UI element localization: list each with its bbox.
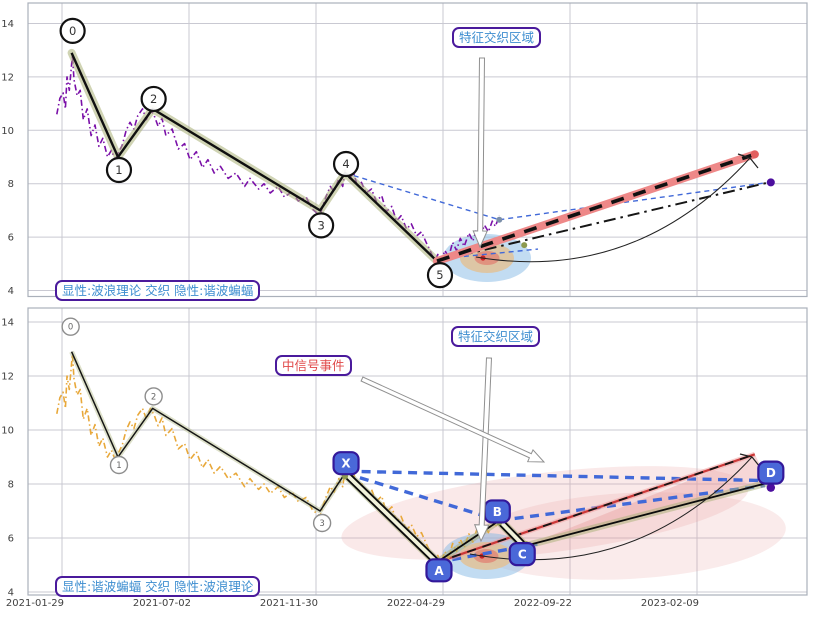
harmonic-rail-core xyxy=(497,518,527,548)
wave-point-circle xyxy=(332,150,360,178)
signal-event-label: 中信号事件 xyxy=(275,355,352,376)
hidden-wave-circle xyxy=(312,513,332,533)
region-arrow-bottom xyxy=(473,357,493,543)
harmonic-point-letter: B xyxy=(493,505,502,519)
y-tick-label: 8 xyxy=(8,480,14,491)
harmonic-cd-line xyxy=(523,481,770,547)
y-tick-label: 6 xyxy=(8,534,14,545)
harmonic-point-letter: A xyxy=(434,564,444,578)
hidden-c-dot xyxy=(521,242,528,249)
harmonic-point-letter: C xyxy=(518,548,527,562)
hidden-prediction-end-dot xyxy=(766,178,775,187)
hidden-wave-label: 0 xyxy=(68,323,73,333)
hidden-wave-line xyxy=(70,351,346,512)
hidden-wave-circle xyxy=(109,455,129,475)
harmonic-point-box xyxy=(508,541,536,567)
panel-border xyxy=(27,2,808,298)
harmonic-point-box xyxy=(332,451,360,476)
y-tick-label: 4 xyxy=(8,286,14,297)
xb-dashed xyxy=(344,471,500,523)
arc-arrowhead xyxy=(749,157,759,169)
wave-prediction-end-dot xyxy=(750,150,759,159)
y-tick-label: 4 xyxy=(8,588,14,599)
arc-arrowhead xyxy=(737,153,751,159)
wave-point-label: 5 xyxy=(436,268,443,282)
wave-glow xyxy=(67,48,441,266)
wave-point-label: 0 xyxy=(69,24,76,38)
wave-point-label: 2 xyxy=(150,92,157,106)
price-line-top xyxy=(56,54,501,264)
feature-zone-ring xyxy=(474,251,500,265)
feature-zone-label-bottom: 特征交织区域 xyxy=(451,326,541,347)
y-tick-label: 10 xyxy=(1,126,14,137)
y-tick-label: 12 xyxy=(1,372,14,383)
annotation-arc-top xyxy=(475,157,751,263)
x-tick-label: 2021-01-29 xyxy=(6,598,64,609)
hidden-bd-dashed xyxy=(499,181,769,221)
harmonic-d-dot xyxy=(766,483,776,492)
hidden-prediction-dashdot xyxy=(436,181,770,263)
y-tick-label: 14 xyxy=(1,318,14,329)
harmonic-point-letter: D xyxy=(766,466,776,480)
legend-badge-top: 显性:波浪理论 交织 隐性:谐波蝙蝠 xyxy=(55,280,261,301)
feature-zone-label-top: 特征交织区域 xyxy=(452,27,542,48)
x-tick-label: 2022-09-22 xyxy=(514,598,572,609)
feature-zone-ring xyxy=(473,549,499,563)
harmonic-point-letter: X xyxy=(341,457,351,471)
wave-point-label: 1 xyxy=(115,163,122,177)
hidden-ac-dashed xyxy=(436,248,539,260)
x-tick-label: 2022-04-29 xyxy=(387,598,445,609)
x-tick-label: 2021-07-02 xyxy=(133,598,191,609)
wave-point-circle xyxy=(140,85,167,113)
wave-point-circle xyxy=(426,262,454,289)
harmonic-rail-core xyxy=(343,471,439,565)
arc-arrowhead xyxy=(739,453,753,458)
wave-point-label: 4 xyxy=(342,157,349,171)
y-tick-label: 14 xyxy=(1,19,14,30)
panel-border xyxy=(27,307,808,596)
harmonic-point-box xyxy=(757,460,785,485)
wave-prediction-dashes xyxy=(436,152,756,263)
y-tick-label: 12 xyxy=(1,72,14,83)
hidden-b-dot xyxy=(496,216,503,223)
y-tick-label: 8 xyxy=(8,179,14,190)
x-tick-label: 2021-11-30 xyxy=(260,598,318,609)
hidden-wave-label: 3 xyxy=(319,519,324,529)
wave-line xyxy=(70,52,438,262)
y-tick-label: 10 xyxy=(1,426,14,437)
hidden-wave-label: 1 xyxy=(116,461,121,471)
harmonic-ab-line xyxy=(436,519,500,564)
harmonic-point-box xyxy=(425,558,453,583)
wave-point-circle xyxy=(105,156,133,184)
legend-badge-bottom: 显性:谐波蝙蝠 交织 隐性:波浪理论 xyxy=(55,576,261,597)
wave-point-circle xyxy=(308,212,335,239)
wave-point-circle xyxy=(59,17,86,44)
hidden-wave-pred-dashes xyxy=(436,453,756,564)
hidden-wave-circle xyxy=(144,387,163,406)
price-line-bottom xyxy=(56,353,501,565)
hidden-wave-label: 2 xyxy=(151,392,156,402)
bd-dashed xyxy=(499,483,766,523)
region-arrow-top xyxy=(472,57,488,249)
y-tick-label: 6 xyxy=(8,233,14,244)
wave-point-label: 3 xyxy=(317,218,324,232)
signal-arrow xyxy=(360,376,546,463)
prediction-wedge xyxy=(524,454,769,547)
hidden-wave-circle xyxy=(61,317,80,336)
x-tick-label: 2023-02-09 xyxy=(641,598,699,609)
xd-dashed xyxy=(346,469,766,483)
